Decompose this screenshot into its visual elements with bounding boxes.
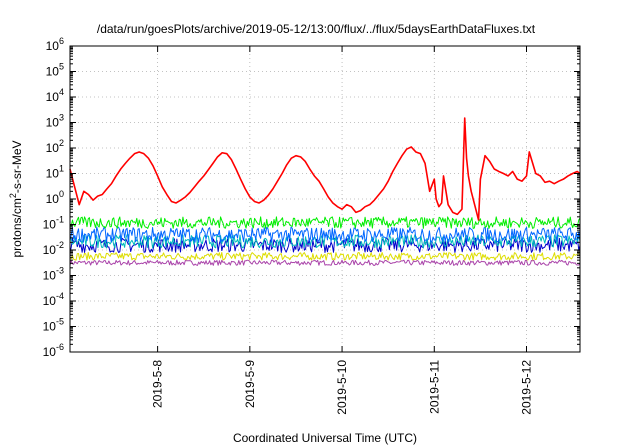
y-axis-label-pre: protons/cm [10, 198, 24, 257]
grid-lines [70, 46, 580, 352]
series-line-band [69, 237, 581, 253]
y-tick-base: 10 [46, 192, 60, 206]
y-tick-label: 10-3 [43, 266, 64, 283]
y-tick-base: 10 [46, 65, 60, 79]
y-axis-label-post: -s-sr-MeV [10, 140, 24, 193]
y-tick-base: 10 [46, 116, 60, 130]
y-tick-base: 10 [43, 218, 57, 232]
series-line-band [69, 251, 581, 261]
series-layer [69, 117, 581, 266]
series-line-band [69, 259, 581, 266]
y-tick-label: 10-4 [43, 291, 64, 308]
y-tick-base: 10 [43, 345, 57, 359]
y-tick-exp: -2 [56, 240, 64, 250]
series-line-band [69, 216, 581, 229]
series-line-red [69, 117, 581, 221]
y-axis-ticks: 10-610-510-410-310-210-11001011021031041… [43, 36, 580, 359]
y-tick-exp: -1 [56, 215, 64, 225]
y-tick-label: 10-1 [43, 215, 64, 232]
x-tick-label: 2019-5-10 [335, 360, 349, 415]
y-tick-exp: 4 [59, 87, 64, 97]
y-tick-label: 100 [46, 189, 64, 206]
y-tick-exp: 0 [59, 189, 64, 199]
y-axis-label-sup: 2 [8, 193, 18, 198]
y-tick-label: 104 [46, 87, 64, 104]
x-tick-label: 2019-5-12 [520, 360, 534, 415]
y-tick-label: 101 [46, 164, 64, 181]
y-tick-exp: 2 [59, 138, 64, 148]
y-tick-exp: 6 [59, 36, 64, 46]
y-tick-exp: 5 [59, 62, 64, 72]
y-tick-base: 10 [43, 294, 57, 308]
y-tick-label: 10-2 [43, 240, 64, 257]
x-axis-ticks: 2019-5-8 2019-5-9 2019-5-10 2019-5-11 2019-5… [151, 46, 534, 415]
y-tick-exp: -5 [56, 317, 64, 327]
x-tick-label: 2019-5-9 [243, 360, 257, 408]
y-tick-label: 102 [46, 138, 64, 155]
chart-title: /data/run/goesPlots/archive/2019-05-12/1… [97, 22, 536, 36]
x-tick-label: 2019-5-11 [427, 360, 441, 414]
y-tick-base: 10 [43, 320, 57, 334]
series-line-band [69, 226, 581, 243]
y-tick-base: 10 [46, 90, 60, 104]
y-tick-label: 103 [46, 113, 64, 130]
y-tick-base: 10 [43, 269, 57, 283]
y-tick-base: 10 [46, 167, 60, 181]
y-tick-base: 10 [46, 141, 60, 155]
x-tick-label: 2019-5-8 [151, 360, 165, 408]
x-axis-label: Coordinated Universal Time (UTC) [233, 431, 417, 445]
y-tick-exp: 1 [59, 164, 64, 174]
y-tick-exp: -6 [56, 342, 64, 352]
y-tick-label: 106 [46, 36, 64, 53]
y-tick-exp: 3 [59, 113, 64, 123]
y-tick-label: 10-6 [43, 342, 64, 359]
y-tick-label: 10-5 [43, 317, 64, 334]
y-axis-label: protons/cm2-s-sr-MeV [8, 140, 24, 257]
y-tick-base: 10 [46, 39, 60, 53]
y-tick-exp: -4 [56, 291, 64, 301]
y-tick-base: 10 [43, 243, 57, 257]
y-tick-label: 105 [46, 62, 64, 79]
y-tick-exp: -3 [56, 266, 64, 276]
